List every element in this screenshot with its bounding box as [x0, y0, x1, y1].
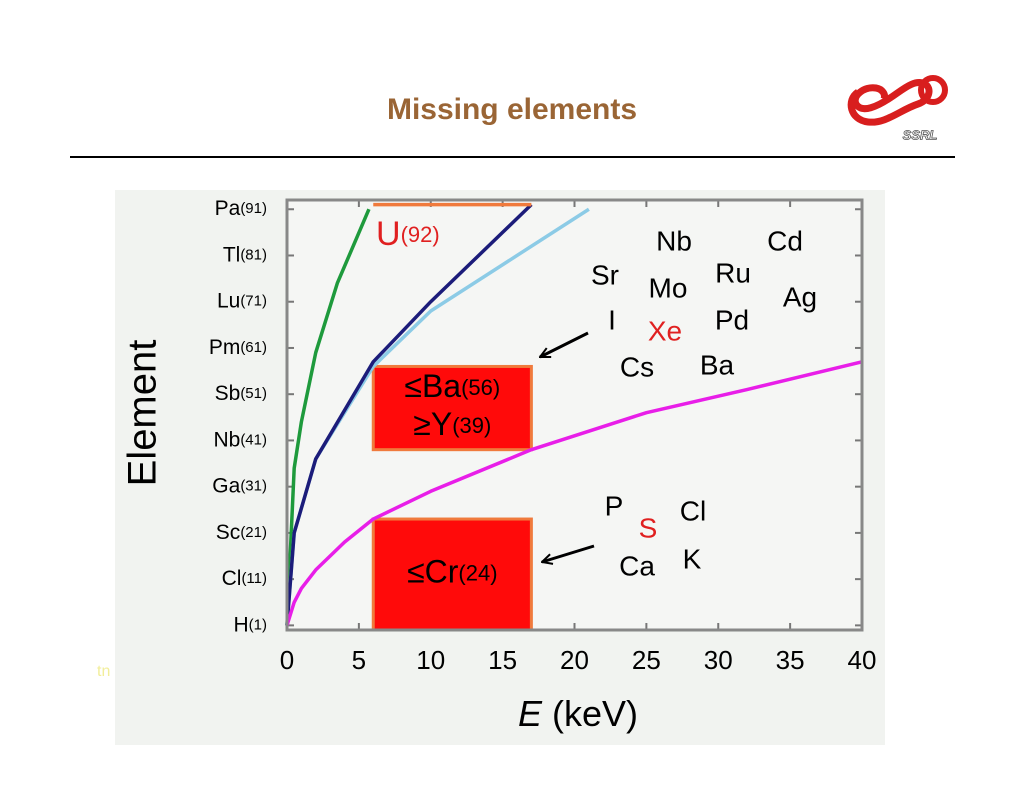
logo-mark: [847, 79, 933, 126]
y-tick-label: Cl(11): [222, 567, 267, 590]
x-tick-label: 15: [488, 645, 517, 675]
series-line: [285, 203, 533, 626]
element-label: Mo: [649, 272, 688, 303]
y-tick-label: Sc(21): [216, 520, 267, 543]
x-tick-label: 0: [280, 645, 294, 675]
region-label: ≤Ba(56): [404, 369, 500, 405]
region-label: ≤Cr(24): [407, 554, 497, 590]
plot-frame: [285, 198, 864, 632]
series-line: [285, 208, 371, 626]
logo: SSRL: [847, 75, 948, 143]
element-label: Ag: [783, 281, 817, 312]
element-label: Nb: [656, 225, 692, 256]
plot: H(1) Cl(11) Sc(21) Ga(31) Nb(41) Sb(51) Pm(61)…: [121, 197, 877, 734]
element-label: Cl: [680, 495, 706, 526]
y-tick-label: Lu(71): [217, 289, 267, 312]
region-box: [371, 364, 533, 452]
x-tick-label: 5: [352, 645, 366, 675]
element-label: Pd: [715, 304, 749, 335]
slide-title: Missing elements: [387, 93, 637, 126]
y-tick-label: Nb(41): [213, 428, 267, 451]
x-axis-label: E (keV): [518, 693, 638, 734]
y-tick-label: Pm(61): [209, 336, 267, 359]
x-tick-label: 25: [632, 645, 661, 675]
element-label: Ru: [715, 257, 751, 288]
element-label: K: [683, 543, 702, 574]
element-label: Cs: [620, 351, 654, 382]
x-tick-label: 30: [704, 645, 733, 675]
x-tick-label: 40: [848, 645, 877, 675]
x-axis-unit: (keV): [552, 693, 638, 734]
y-tick-label: Sb(51): [215, 382, 267, 405]
y-tick-label: Pa(91): [215, 197, 267, 220]
y-tick-label: Tl(81): [223, 243, 267, 266]
arrow: [540, 331, 589, 359]
x-tick-label: 10: [416, 645, 445, 675]
series-line: [285, 360, 863, 626]
element-label: S: [639, 512, 658, 543]
element-label: I: [608, 304, 616, 335]
u-label: U(92): [376, 215, 440, 253]
y-axis-label: Element: [121, 340, 165, 487]
footer-fragment: tn: [97, 663, 110, 680]
element-label: Cd: [767, 225, 803, 256]
element-label: Ba: [700, 349, 735, 380]
element-label: Ca: [619, 550, 655, 581]
y-tick-label: Ga(31): [212, 474, 267, 497]
x-tick-label: 35: [776, 645, 805, 675]
logo-ring: [918, 75, 948, 105]
logo-text: SSRL: [903, 127, 938, 142]
y-tick-label: H(1): [233, 613, 267, 636]
x-tick-label: 20: [560, 645, 589, 675]
element-label: Sr: [591, 259, 619, 290]
element-label: P: [605, 490, 624, 521]
arrow: [542, 544, 595, 562]
region-label: ≥Y(39): [413, 407, 491, 443]
element-label: Xe: [648, 315, 682, 346]
x-axis-variable: E: [518, 693, 543, 734]
